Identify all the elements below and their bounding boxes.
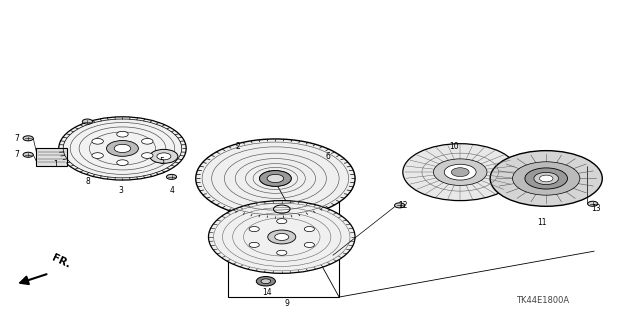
Circle shape — [433, 159, 487, 185]
Text: FR.: FR. — [51, 253, 72, 270]
Circle shape — [150, 149, 178, 163]
Circle shape — [451, 168, 469, 177]
Text: 12: 12 — [399, 201, 408, 210]
Circle shape — [304, 226, 314, 232]
Circle shape — [106, 141, 138, 156]
Bar — [228, 182, 339, 297]
Circle shape — [209, 201, 355, 273]
Text: 13: 13 — [591, 204, 600, 213]
Circle shape — [92, 138, 104, 144]
Circle shape — [268, 230, 296, 244]
Circle shape — [116, 131, 128, 137]
Circle shape — [394, 203, 404, 208]
Text: 2: 2 — [236, 142, 241, 151]
Circle shape — [540, 175, 553, 182]
Circle shape — [249, 226, 259, 232]
Text: 8: 8 — [85, 177, 90, 186]
Text: 1: 1 — [54, 160, 58, 169]
Circle shape — [23, 152, 33, 157]
Circle shape — [276, 250, 287, 255]
Circle shape — [534, 172, 559, 185]
Text: 7: 7 — [14, 150, 19, 159]
Circle shape — [157, 153, 171, 160]
Text: TK44E1800A: TK44E1800A — [516, 296, 570, 305]
Circle shape — [59, 117, 186, 180]
Circle shape — [23, 136, 33, 141]
Text: 5: 5 — [159, 158, 164, 167]
Bar — [36, 148, 67, 166]
Circle shape — [267, 174, 284, 182]
Text: 3: 3 — [118, 186, 123, 195]
Circle shape — [490, 151, 602, 206]
Text: 7: 7 — [14, 134, 19, 143]
Text: 10: 10 — [449, 142, 459, 151]
Circle shape — [525, 168, 568, 189]
Circle shape — [588, 201, 598, 206]
Text: 11: 11 — [537, 219, 547, 227]
Text: 6: 6 — [325, 152, 330, 161]
Circle shape — [444, 164, 476, 180]
Circle shape — [141, 153, 153, 159]
Circle shape — [196, 139, 355, 218]
Circle shape — [249, 242, 259, 248]
Circle shape — [116, 160, 128, 166]
Circle shape — [256, 277, 275, 286]
Circle shape — [304, 242, 314, 248]
Circle shape — [403, 144, 518, 201]
Circle shape — [276, 219, 287, 224]
Circle shape — [513, 162, 580, 195]
Circle shape — [166, 174, 177, 179]
Circle shape — [92, 153, 104, 159]
Circle shape — [261, 279, 271, 284]
Circle shape — [141, 138, 153, 144]
Circle shape — [275, 234, 289, 241]
Circle shape — [114, 144, 131, 152]
Text: 9: 9 — [284, 299, 289, 308]
Circle shape — [259, 171, 291, 186]
Text: 14: 14 — [262, 287, 272, 297]
Circle shape — [83, 119, 93, 124]
Text: 4: 4 — [170, 186, 175, 195]
